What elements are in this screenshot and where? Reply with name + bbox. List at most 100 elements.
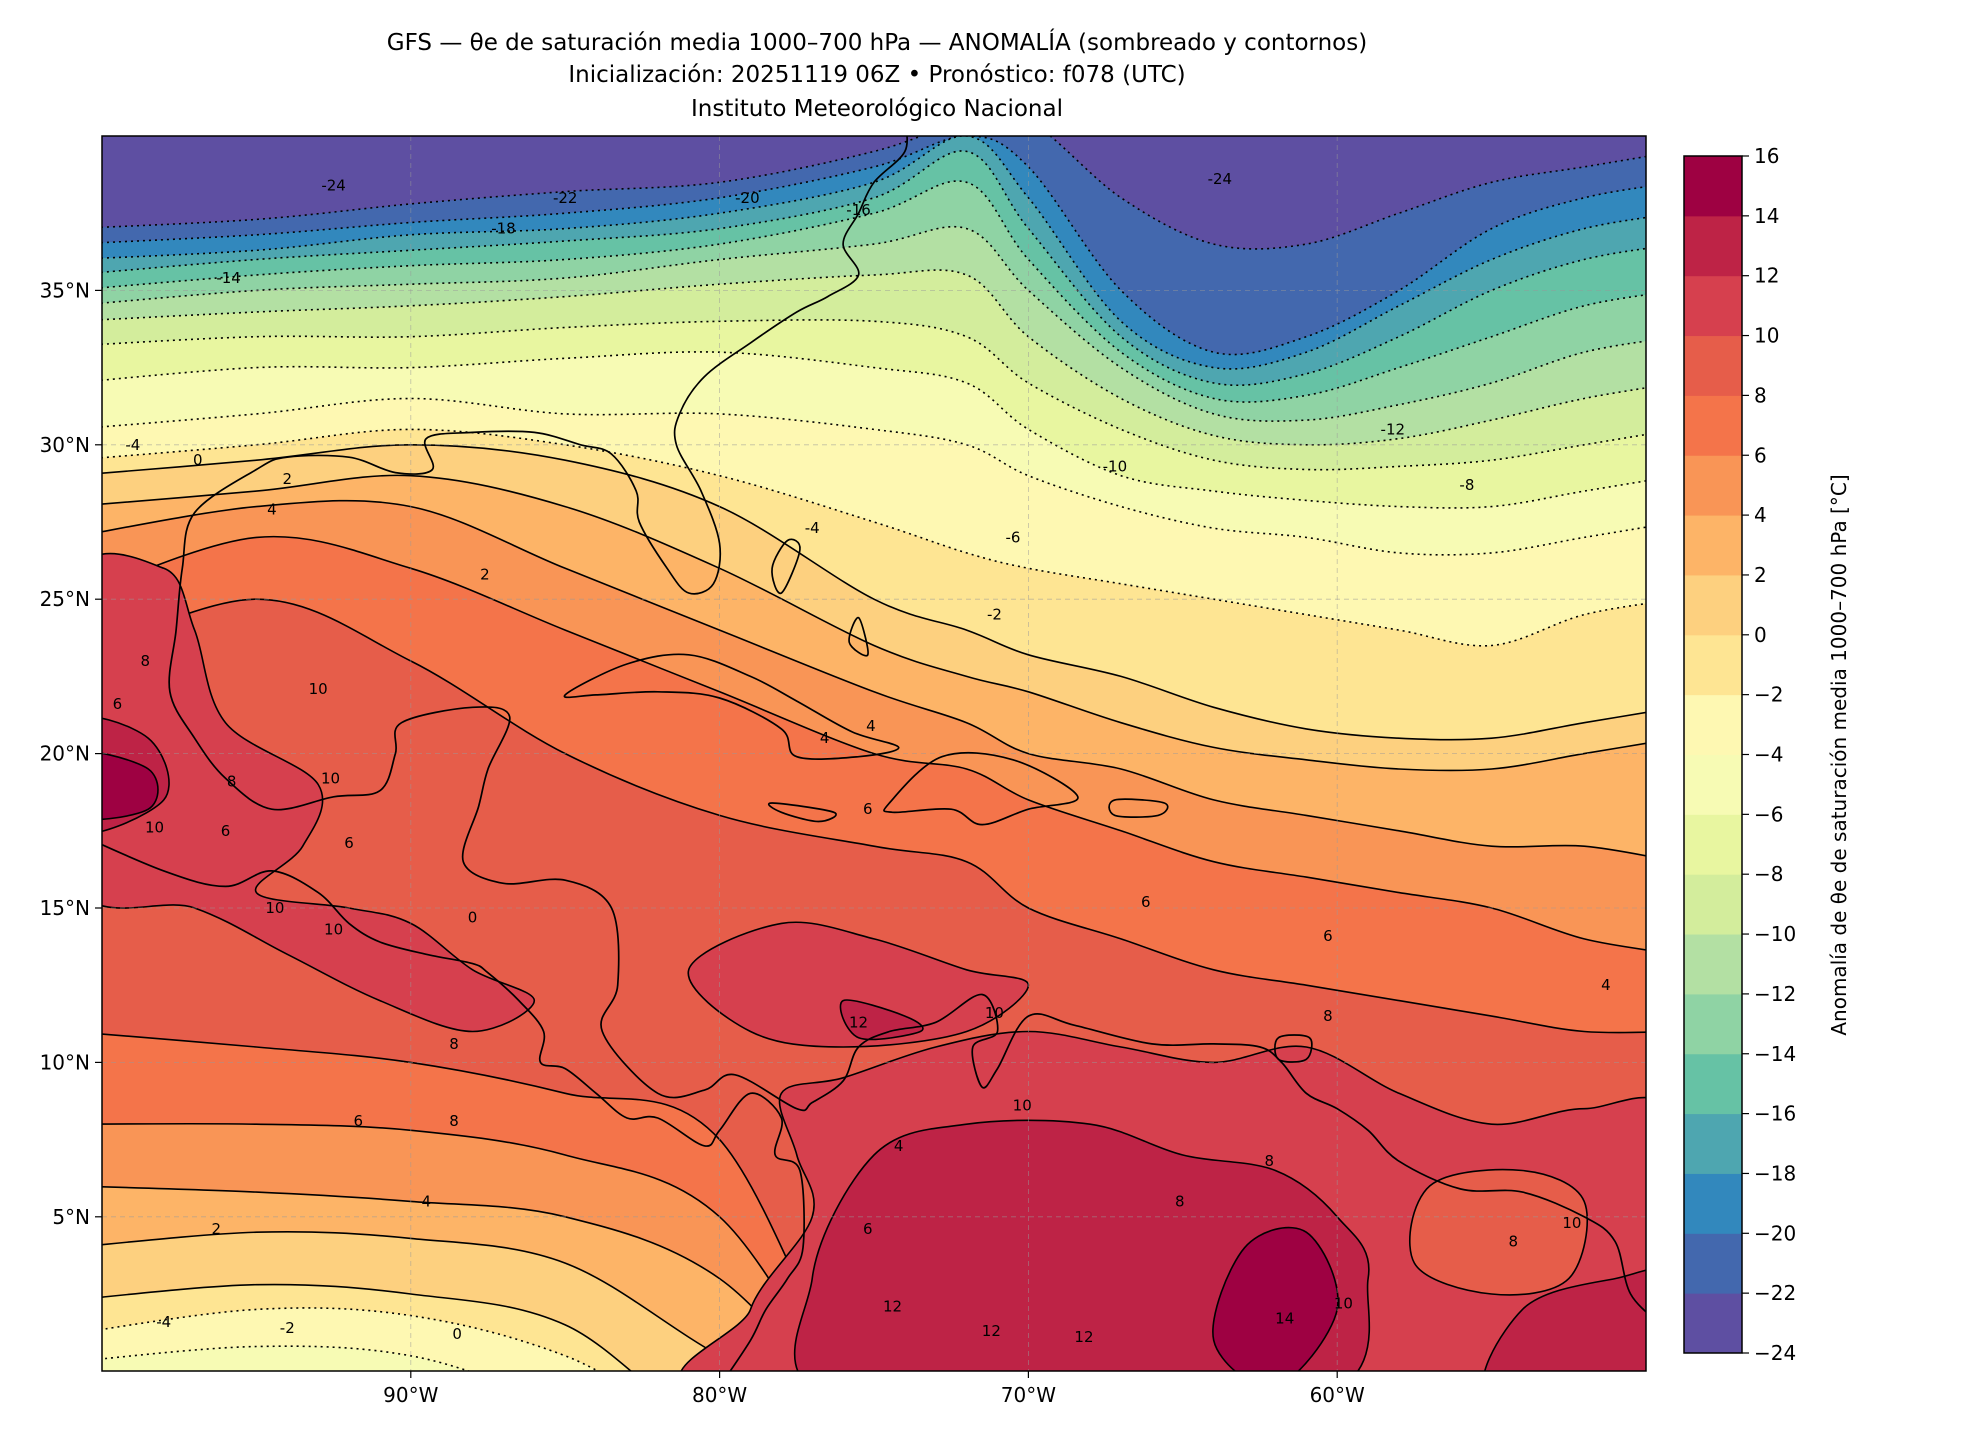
contour-label: 10 xyxy=(985,1004,1004,1022)
coastline xyxy=(563,653,900,760)
x-tick-label: 70°W xyxy=(1001,1383,1056,1407)
contour-label: 8 xyxy=(1508,1233,1518,1251)
y-tick-label: 10°N xyxy=(40,1050,90,1074)
contour-label: -2 xyxy=(280,1319,295,1337)
contour-label: -24 xyxy=(1208,170,1233,188)
contour-label: -12 xyxy=(1381,420,1406,438)
contour-label: 6 xyxy=(221,822,231,840)
colorbar-tick-label: −16 xyxy=(1754,1102,1796,1126)
colorbar-swatch xyxy=(1684,694,1742,755)
contour-label: 2 xyxy=(283,470,293,488)
colorbar-tick-label: 16 xyxy=(1754,144,1779,168)
colorbar: −24−22−20−18−16−14−12−10−8−6−4−202468101… xyxy=(1683,144,1796,1365)
colorbar-tick-label: −8 xyxy=(1754,862,1783,886)
contour-label: -16 xyxy=(846,201,871,219)
colorbar-swatch xyxy=(1684,1233,1742,1294)
contour-label: 6 xyxy=(113,695,123,713)
contour-label: 12 xyxy=(982,1322,1001,1340)
y-tick-label: 20°N xyxy=(40,742,90,766)
contour-label: 8 xyxy=(1323,1007,1333,1025)
x-axis-ticks: 90°W 80°W 70°W 60°W xyxy=(383,1371,1365,1407)
colorbar-swatch xyxy=(1684,395,1742,456)
x-tick-label: 90°W xyxy=(383,1383,438,1407)
contour-label: -20 xyxy=(735,189,760,207)
contour-label: -24 xyxy=(321,176,346,194)
contour-label: -18 xyxy=(491,220,516,238)
colorbar-tick-label: −24 xyxy=(1754,1341,1796,1365)
colorbar-tick-label: 10 xyxy=(1754,324,1779,348)
contour-region-14 xyxy=(102,752,159,821)
contour-label: -8 xyxy=(1459,476,1474,494)
contour-label: 2 xyxy=(211,1220,221,1238)
colorbar-swatch xyxy=(1684,1053,1742,1115)
contour-label: 8 xyxy=(1175,1192,1185,1210)
colorbar-swatch xyxy=(1684,515,1742,576)
contour-label: -22 xyxy=(553,189,578,207)
colorbar-label: Anomalía de θe de saturación media 1000–… xyxy=(1827,474,1851,1035)
contour-label: 8 xyxy=(140,652,150,670)
chart-institution: Instituto Meteorológico Nacional xyxy=(691,96,1063,122)
y-tick-label: 5°N xyxy=(52,1205,90,1229)
contour-label: 4 xyxy=(267,501,277,519)
contour-label: 6 xyxy=(1323,927,1333,945)
colorbar-tick-label: −18 xyxy=(1754,1161,1796,1185)
coastlines xyxy=(102,136,1646,1371)
x-tick-label: 80°W xyxy=(692,1383,747,1407)
colorbar-tick-label: 6 xyxy=(1754,443,1767,467)
colorbar-tick-label: 14 xyxy=(1754,204,1779,228)
contour-label: -4 xyxy=(125,436,140,454)
contour-label: 4 xyxy=(866,717,876,735)
gridlines xyxy=(102,136,1646,1371)
contour-label: 10 xyxy=(309,680,328,698)
x-tick-label: 60°W xyxy=(1310,1383,1365,1407)
y-tick-label: 25°N xyxy=(40,587,90,611)
contour-label: -10 xyxy=(1103,457,1128,475)
contour-label: 14 xyxy=(1275,1310,1294,1328)
colorbar-swatch xyxy=(1684,1113,1742,1174)
coastline xyxy=(848,616,869,657)
contour-label: 0 xyxy=(193,451,203,469)
contour-labels: -24-22 -20-18-16-14-24-12-10-8-6-4-2-4024… xyxy=(113,170,1611,1346)
colorbar-swatch xyxy=(1684,574,1742,636)
contour-label: 0 xyxy=(468,908,478,926)
colorbar-tick-label: −22 xyxy=(1754,1281,1796,1305)
colorbar-tick-label: −20 xyxy=(1754,1221,1796,1245)
contour-label: 6 xyxy=(863,800,873,818)
contour-label: 4 xyxy=(1601,976,1611,994)
contour-label: 6 xyxy=(1141,893,1151,911)
contour-label: 10 xyxy=(321,769,340,787)
chart-title: GFS — θe de saturación media 1000–700 hP… xyxy=(386,30,1368,56)
colorbar-swatch xyxy=(1684,874,1742,935)
contour-label: 4 xyxy=(894,1137,904,1155)
contour-label: 10 xyxy=(1334,1294,1353,1312)
contour-region-12 xyxy=(1484,1269,1646,1371)
coastline xyxy=(1274,1034,1313,1063)
colorbar-swatch xyxy=(1684,1173,1742,1234)
contour-label: -4 xyxy=(805,519,820,537)
contour-label: 12 xyxy=(849,1013,868,1031)
contour-region-8 xyxy=(1408,1168,1589,1296)
colorbar-tick-label: 8 xyxy=(1754,383,1767,407)
contour-label: 8 xyxy=(227,772,237,790)
colorbar-swatch xyxy=(1684,335,1742,396)
contour-label: 10 xyxy=(1013,1097,1032,1115)
y-tick-label: 15°N xyxy=(40,896,90,920)
contour-label: 10 xyxy=(145,819,164,837)
contour-region-14 xyxy=(1212,1226,1339,1371)
contour-label: 6 xyxy=(354,1112,364,1130)
contour-label: -2 xyxy=(987,606,1002,624)
contour-label: -14 xyxy=(216,269,241,287)
contour-label: 8 xyxy=(1264,1152,1274,1170)
colorbar-swatch xyxy=(1684,275,1742,337)
contour-label: 8 xyxy=(449,1035,459,1053)
colorbar-tick-label: −14 xyxy=(1754,1042,1796,1066)
contour-label: 12 xyxy=(1074,1328,1093,1346)
colorbar-swatch xyxy=(1684,455,1742,516)
colorbar-tick-label: −12 xyxy=(1754,982,1796,1006)
contour-label: 10 xyxy=(265,899,284,917)
coastline xyxy=(102,843,805,1371)
colorbar-swatch xyxy=(1684,993,1742,1055)
colorbar-tick-label: −2 xyxy=(1754,683,1783,707)
contour-label: -6 xyxy=(1005,528,1020,546)
